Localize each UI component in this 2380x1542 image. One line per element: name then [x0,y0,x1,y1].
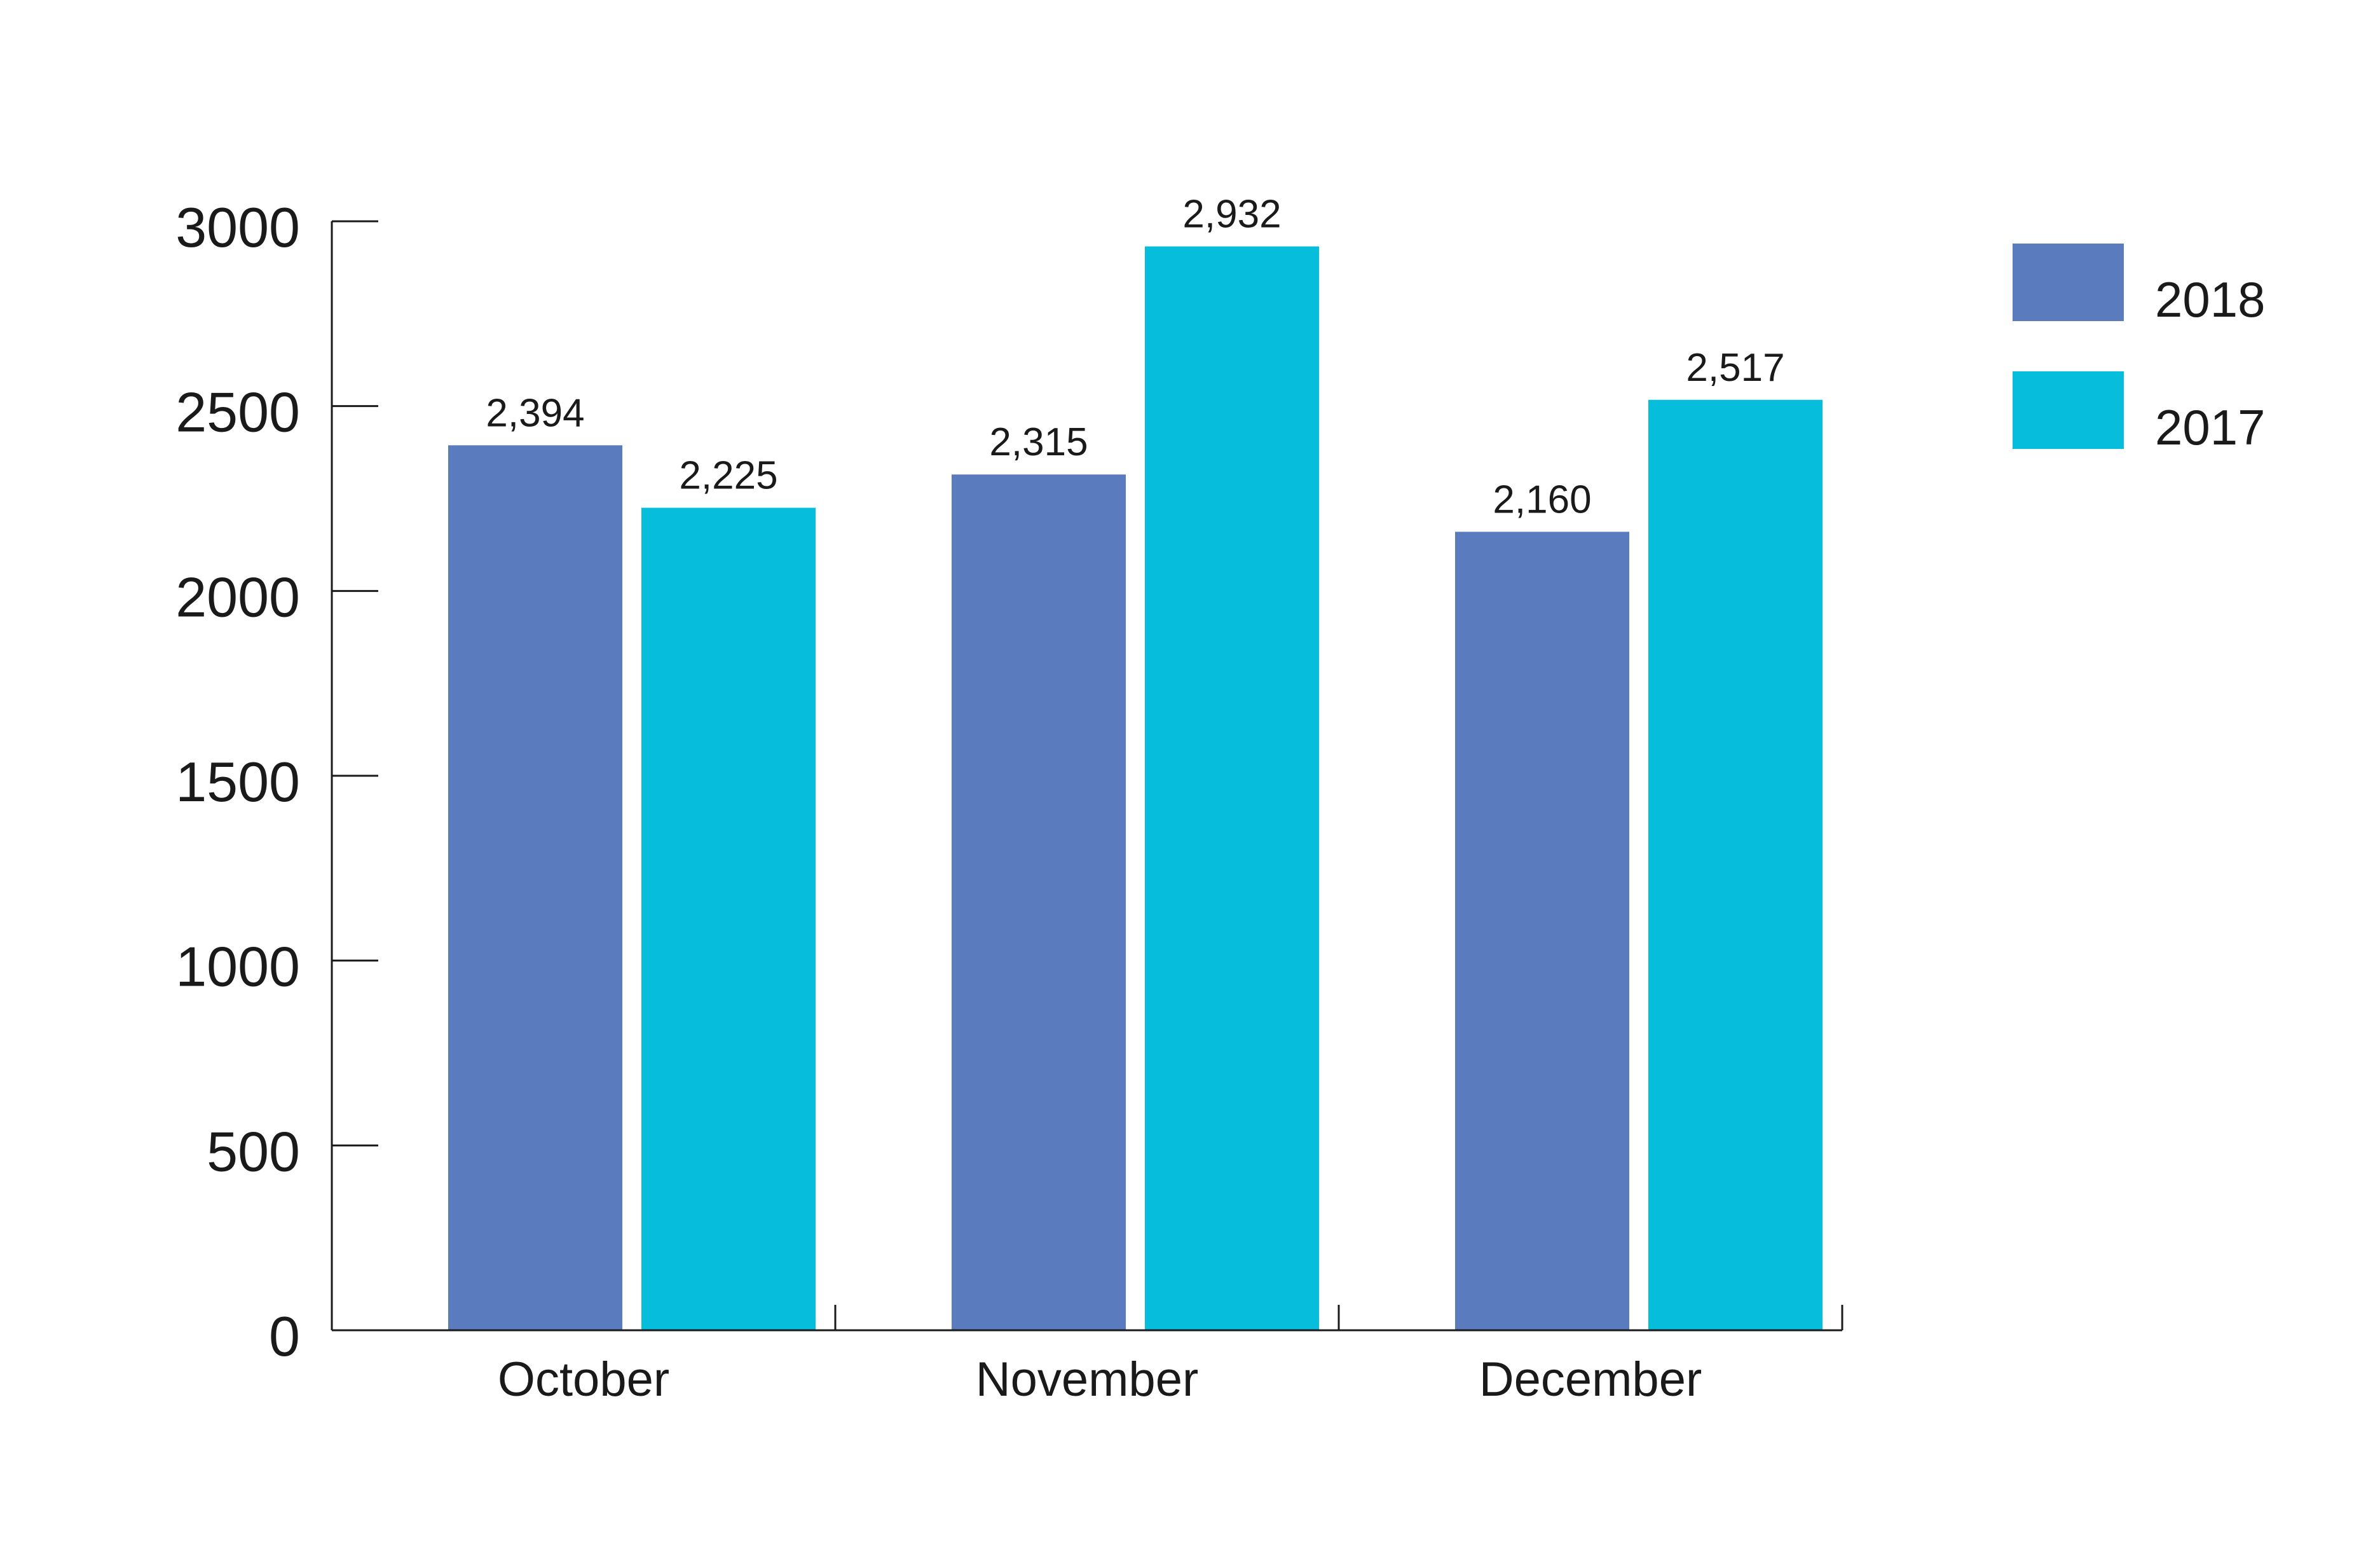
legend-label-2017: 2017 [2155,399,2266,455]
y-tick-label: 2500 [175,381,300,444]
x-tick-label: November [976,1353,1199,1407]
bar-2017-november [1145,246,1319,1331]
data-label: 2,315 [989,420,1088,464]
bar-2018-october [448,445,622,1330]
y-tick-label: 3000 [175,196,300,259]
bar-2018-november [952,474,1126,1330]
bars-layer [448,246,1823,1331]
axes-layer [331,220,1843,1332]
legend-swatch-2018 [2013,244,2124,321]
legend-label-2018: 2018 [2155,272,2266,327]
y-tick-label: 1500 [175,750,300,813]
y-tick-label: 500 [207,1120,300,1183]
data-label: 2,160 [1493,478,1591,521]
data-label: 2,225 [679,454,777,498]
bar-2018-december [1455,532,1629,1330]
bar-2017-october [641,507,816,1330]
y-tick-label: 0 [269,1305,300,1368]
legend: 2018 2017 [2013,244,2266,455]
labels-layer: 2,394 2,315 2,160 2,225 2,932 2,517 0 500 1000 15… [175,193,1784,1407]
x-tick-label: December [1479,1353,1702,1407]
data-label: 2,517 [1686,346,1784,390]
legend-swatch-2017 [2013,371,2124,449]
data-label: 2,394 [486,391,584,435]
x-tick-label: October [498,1353,669,1407]
bar-2017-december [1648,399,1823,1331]
y-tick-label: 1000 [175,935,300,998]
y-tick-label: 2000 [175,565,300,628]
data-label: 2,932 [1182,193,1281,237]
